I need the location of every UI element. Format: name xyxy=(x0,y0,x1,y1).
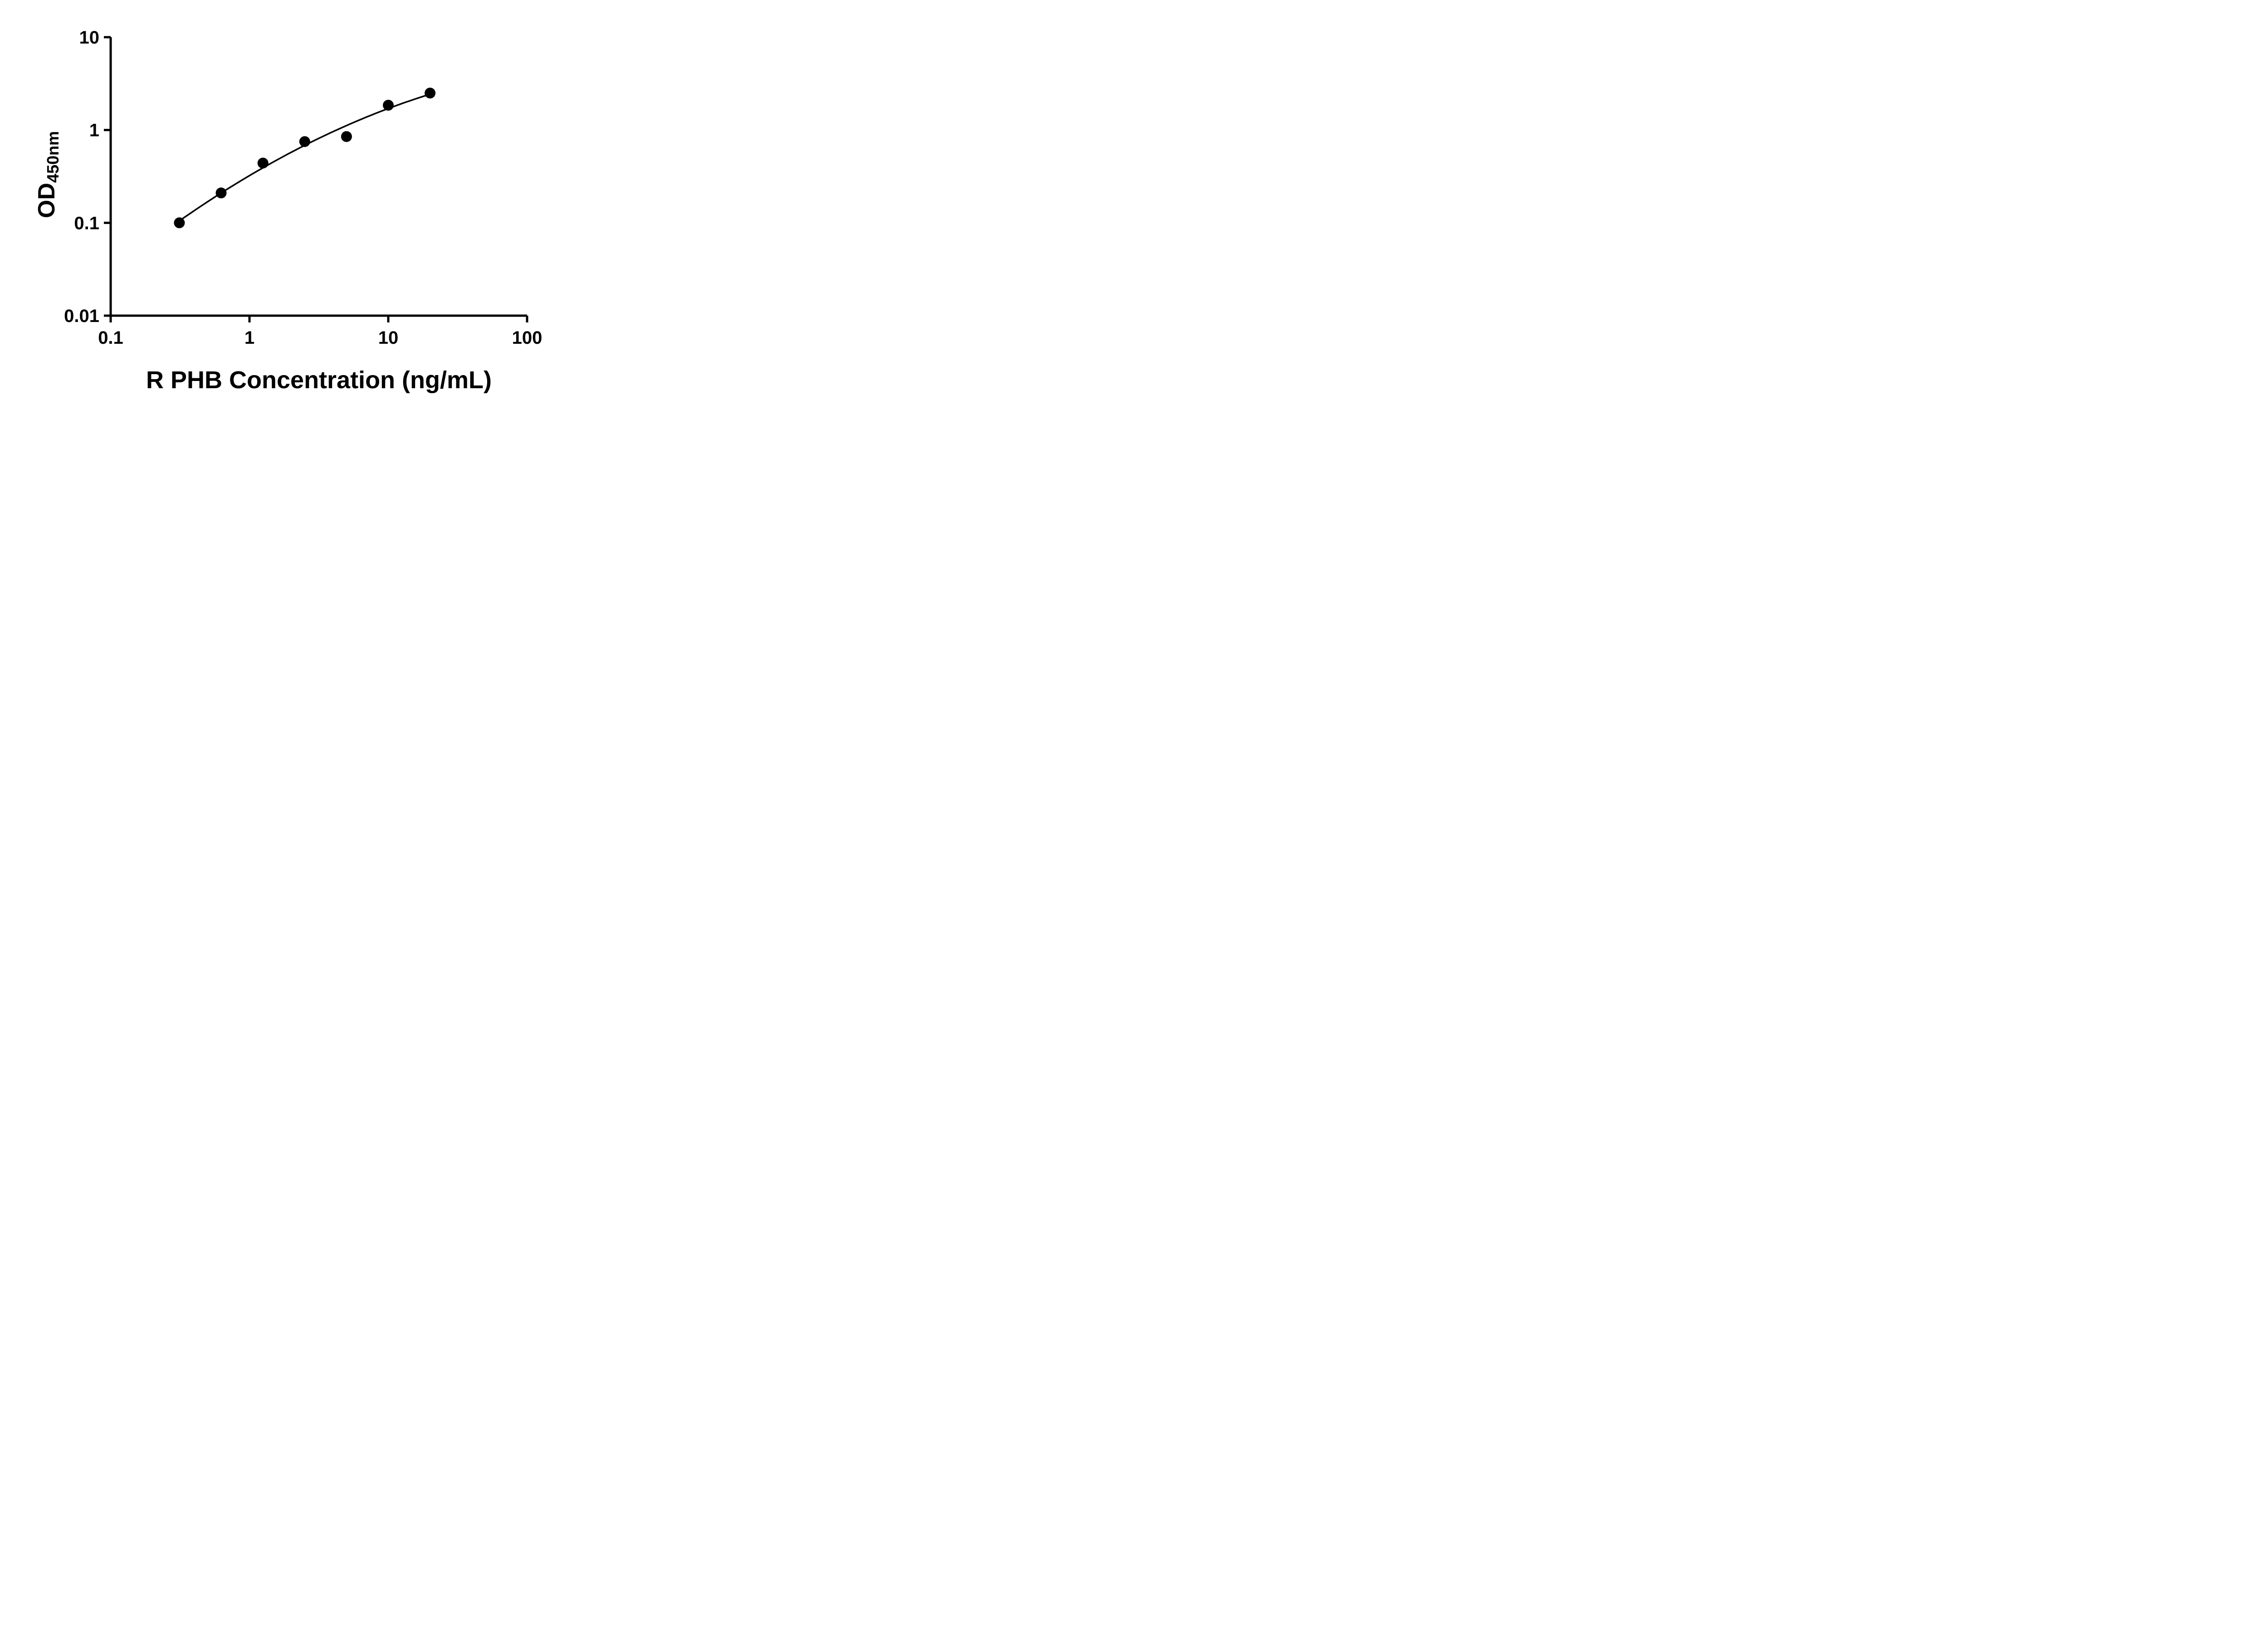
x-tick-label: 1 xyxy=(244,328,254,348)
data-point xyxy=(174,217,185,229)
elisa-standard-curve-figure: 0.1 1 10 100 0.01 0.1 1 10 R PHB Concentration … xyxy=(0,0,583,412)
fit-curve xyxy=(178,93,431,222)
data-point xyxy=(257,157,269,169)
data-point xyxy=(425,88,436,99)
axis-lines xyxy=(109,37,527,317)
data-point xyxy=(299,136,310,147)
data-point xyxy=(215,187,227,199)
y-axis-title: OD450nm xyxy=(34,131,62,218)
x-tick-label: 100 xyxy=(512,328,543,348)
data-point xyxy=(383,100,394,111)
y-tick-label: 1 xyxy=(89,121,99,141)
y-axis-title-subscript: 450nm xyxy=(44,131,62,183)
data-point xyxy=(341,131,352,142)
y-tick-label: 0.01 xyxy=(64,306,99,326)
y-tick-label: 0.1 xyxy=(74,213,99,233)
y-axis-title-main: OD xyxy=(34,183,60,218)
y-tick-label: 10 xyxy=(79,28,100,48)
x-tick-label: 10 xyxy=(378,328,399,348)
x-tick-label: 0.1 xyxy=(98,328,123,348)
x-axis-title: R PHB Concentration (ng/mL) xyxy=(146,366,492,394)
